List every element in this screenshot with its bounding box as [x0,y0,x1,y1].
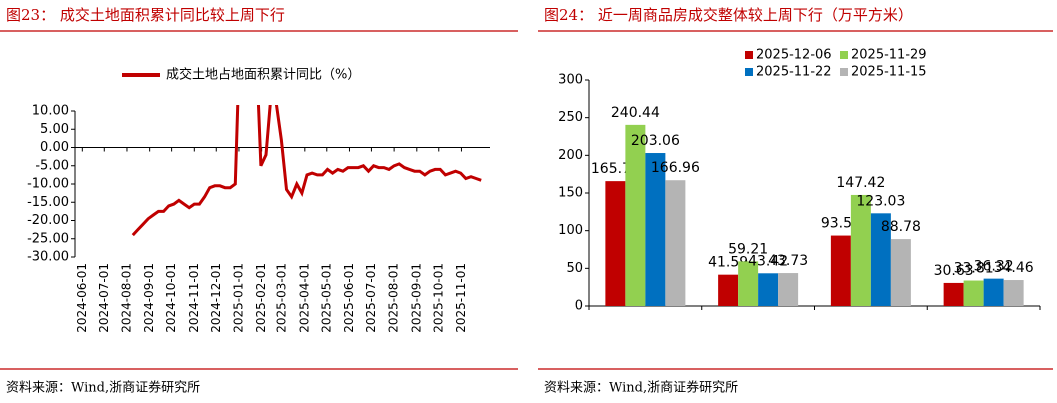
legend-swatch [840,68,848,76]
bar [738,261,759,306]
x-tick-label: 2025-07-01 [364,263,378,333]
x-tick-label: 2025-06-01 [342,263,356,333]
bar [625,124,646,306]
x-tick-label: 2025-02-01 [254,263,268,333]
x-tick-label: 2025-10-01 [431,263,445,333]
y-tick-label: 0.00 [40,140,69,155]
y-tick-label: 50 [566,261,583,276]
y-tick-label: 150 [558,186,583,201]
bar [850,194,871,306]
x-tick-label: 2025-09-01 [409,263,423,333]
x-tick-label: 2025-11-01 [454,263,468,333]
bar [605,181,626,306]
y-tick-label: 0 [575,299,583,314]
y-tick-label: -20.00 [27,213,69,228]
data-label: 88.78 [881,219,921,235]
y-tick-label: 100 [558,223,583,238]
source-note: 资料来源：Wind,浙商证券研究所 [6,380,200,396]
data-label: 43.73 [768,253,808,269]
y-tick-label: -10.00 [27,177,69,192]
y-tick-label: -15.00 [27,195,69,210]
bar [963,280,984,306]
data-label: 34.46 [994,260,1034,276]
bar [645,153,666,306]
data-label: 30.63 [934,263,974,279]
y-tick-label: 200 [558,148,583,163]
chart-heading: 图24： 近一周商品房成交整体较上周下行（万平方米） [544,6,913,24]
legend-swatch [840,51,848,59]
data-label: 123.03 [856,193,905,209]
data-label: 203.06 [631,133,680,149]
data-label: 147.42 [836,175,885,191]
x-tick-label: 2024-09-01 [142,263,156,333]
legend-swatch [745,68,753,76]
data-label: 240.44 [611,105,660,121]
bar [943,282,964,306]
chart-heading: 图23： 成交土地面积累计同比较上周下行 [6,6,285,24]
legend-label: 2025-11-22 [756,65,832,80]
bar [778,273,799,306]
x-tick-label: 2024-11-01 [187,263,201,333]
y-tick-label: 5.00 [40,122,69,137]
bar [665,180,686,306]
bar [983,278,1004,306]
y-tick-label: -5.00 [35,158,69,173]
data-label: 59.21 [728,241,768,257]
y-tick-label: 250 [558,110,583,125]
bar [870,213,891,306]
x-tick-label: 2024-12-01 [209,263,223,333]
y-tick-label: 300 [558,73,583,88]
line [131,105,482,237]
data-label: 36.32 [974,259,1014,275]
x-tick-label: 2024-06-01 [75,263,89,333]
y-tick-label: 10.00 [32,104,69,119]
bar [890,239,911,306]
x-tick-label: 2025-03-01 [275,263,289,333]
y-tick-label: -30.00 [27,250,69,265]
legend-label: 2025-12-06 [756,48,832,63]
source-note: 资料来源：Wind,浙商证券研究所 [544,380,738,396]
legend-swatch [745,51,753,59]
bar [758,273,779,306]
x-tick-label: 2024-10-01 [164,263,178,333]
data-label: 33.81 [954,261,994,277]
x-tick-label: 2024-07-01 [97,263,111,333]
x-tick-label: 2025-05-01 [319,263,333,333]
bar [1003,280,1024,306]
bar [830,235,851,306]
bar [718,274,739,306]
legend-label: 成交土地占地面积累计同比（%） [166,67,360,83]
legend-label: 2025-11-15 [851,65,927,80]
x-tick-label: 2025-01-01 [231,263,245,333]
x-tick-label: 2025-04-01 [297,263,311,333]
y-tick-label: -25.00 [27,231,69,246]
x-tick-label: 2025-08-01 [387,263,401,333]
data-label: 166.96 [651,160,700,176]
x-tick-label: 2024-08-01 [119,263,133,333]
legend-label: 2025-11-29 [851,48,927,63]
data-label: 43.42 [748,253,788,269]
